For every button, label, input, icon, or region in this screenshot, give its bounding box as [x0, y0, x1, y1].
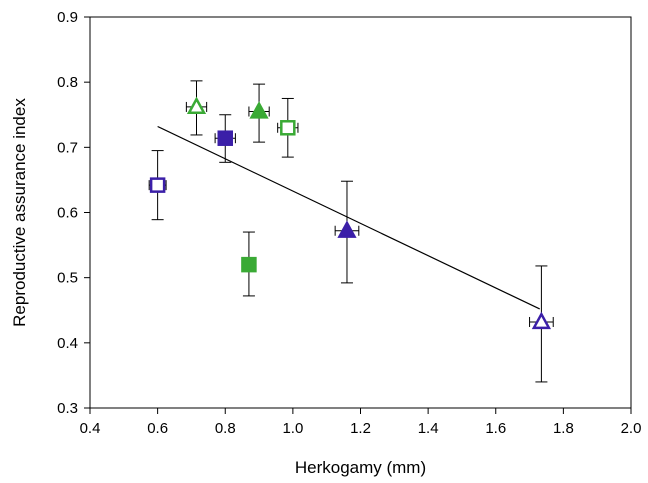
x-tick-label: 1.2 [350, 420, 371, 437]
x-tick-label: 1.8 [553, 420, 574, 437]
x-axis-title: Herkogamy (mm) [295, 458, 426, 477]
data-point-square [217, 130, 233, 146]
x-tick-label: 0.6 [147, 420, 168, 437]
y-tick-label: 0.4 [57, 335, 78, 352]
y-tick-label: 0.8 [57, 74, 78, 91]
trend-line [157, 125, 540, 310]
y-tick-label: 0.5 [57, 270, 78, 287]
y-tick-label: 0.9 [57, 9, 78, 26]
x-tick-label: 0.8 [215, 420, 236, 437]
y-tick-label: 0.7 [57, 139, 78, 156]
y-tick-label: 0.3 [57, 400, 78, 417]
data-point-square [149, 177, 166, 193]
x-tick-label: 1.0 [282, 420, 303, 437]
data-point-square [241, 256, 257, 273]
x-tick-label: 0.4 [80, 420, 101, 437]
data-point-triangle [531, 311, 552, 330]
x-tick-label: 2.0 [621, 420, 642, 437]
data-point-square [280, 120, 296, 136]
data-point-triangle [337, 220, 357, 238]
y-axis-title: Reproductive assurance index [10, 98, 29, 327]
x-tick-label: 1.4 [418, 420, 439, 437]
data-point-triangle [249, 101, 269, 119]
x-tick-label: 1.6 [485, 420, 506, 437]
plot-frame [89, 16, 632, 409]
y-tick-label: 0.6 [57, 205, 78, 222]
data-point-triangle [186, 96, 207, 115]
